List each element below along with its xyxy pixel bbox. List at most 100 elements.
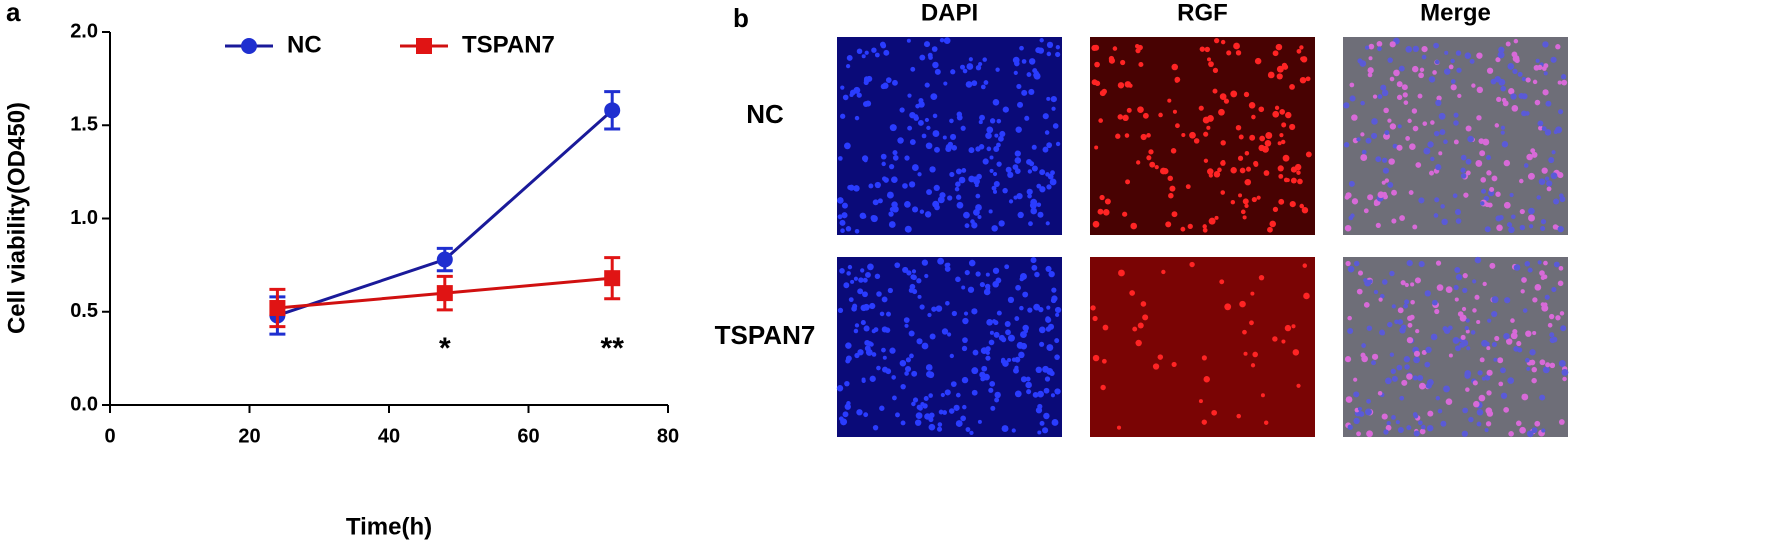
cell [1452,193,1458,199]
cell [1281,122,1287,128]
cell [1430,333,1438,341]
cell [1530,148,1536,154]
cell [1349,82,1355,88]
cell [1486,390,1492,396]
y-tick-label: 1.0 [70,207,98,229]
cell [1397,124,1402,129]
cell [937,422,943,427]
cell [911,164,919,171]
cell [1457,93,1462,99]
cell [1431,299,1438,306]
cell [899,359,907,367]
cell [1267,226,1273,233]
cell [973,208,980,216]
cell [976,173,982,180]
cell [998,220,1005,227]
cell [1435,395,1441,401]
cell [961,168,967,173]
cell [1397,319,1404,325]
cell [1465,125,1472,132]
cell [1474,294,1480,300]
cell [1021,59,1027,64]
cell [1427,410,1434,417]
cell [906,270,912,276]
cell [1465,158,1472,165]
cell [1480,177,1487,183]
cell [1507,63,1515,70]
cell [1418,197,1425,204]
cell [1500,130,1505,135]
cell [1129,290,1135,296]
cell [1535,58,1540,63]
cell [1343,102,1350,109]
cell [1544,129,1552,136]
cell [1015,284,1021,291]
cell [1395,420,1400,425]
cell [1549,362,1556,369]
cell [861,54,866,59]
image-background [837,37,1062,235]
cell [1046,96,1051,101]
cell [968,147,975,154]
cell [1405,46,1413,53]
cell [1519,208,1525,215]
cell [1055,312,1060,317]
cell [1434,59,1440,65]
cell [854,323,860,328]
cell [1436,284,1444,291]
cell [1219,93,1227,100]
cell [1424,361,1431,368]
cell [1260,393,1265,398]
cell [968,57,973,62]
cell [919,304,925,310]
cell [1240,209,1246,215]
cell [1292,349,1300,356]
cell [1448,353,1453,358]
cell [1345,396,1353,403]
cell [874,273,881,280]
cell [837,307,844,314]
cell [1503,332,1510,340]
cell [1382,157,1388,163]
cell [949,171,955,178]
cell [1198,399,1203,404]
cell [908,330,915,337]
cell [1421,424,1426,430]
cell [1510,332,1518,340]
cell [1400,280,1406,286]
cell [937,257,945,265]
cell [1472,380,1478,386]
cell [1482,138,1490,146]
cell [1387,321,1393,328]
cell [1518,93,1525,99]
x-tick-label: 0 [104,425,115,447]
panel-label: b [733,3,749,33]
cell [1467,135,1474,143]
cell [955,168,962,175]
cell [892,205,899,213]
cell [1389,123,1397,130]
cell [1046,344,1054,351]
cell [1538,125,1543,131]
cell [1347,265,1355,273]
cell [1472,279,1477,284]
cell [1555,44,1561,50]
cell [971,389,978,396]
panel-label: a [6,0,21,27]
cell [1120,59,1126,66]
cell [1101,358,1107,364]
cell [989,118,996,124]
cell [985,272,990,277]
cell [1223,98,1230,104]
cell [1018,351,1025,359]
cell [1484,226,1491,233]
cell [1140,301,1147,307]
cell [993,331,1000,338]
cell [1545,362,1551,368]
cell [1011,428,1016,433]
cell [840,228,845,234]
cell [1361,149,1367,155]
cell [1485,407,1493,415]
cell [1097,208,1104,215]
cell [1358,411,1365,417]
